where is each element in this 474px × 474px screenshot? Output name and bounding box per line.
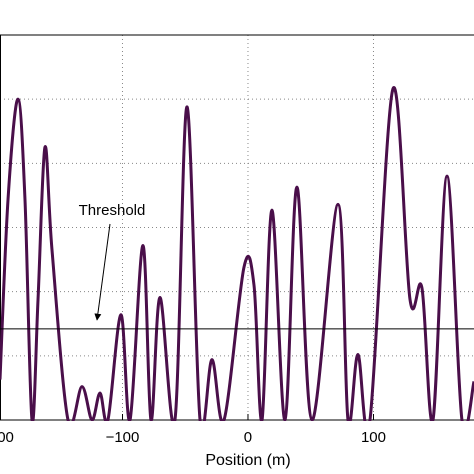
annotation-arrow: [94, 223, 111, 321]
data-line: [0, 86, 474, 421]
x-axis-label: Position (m): [205, 452, 290, 469]
annotation: Threshold: [79, 202, 146, 219]
x-tick-label: 100: [361, 429, 386, 446]
x-tick-label: 0: [244, 429, 252, 446]
x-tick-label: −100: [106, 429, 140, 446]
x-tick-label: −200: [0, 429, 14, 446]
